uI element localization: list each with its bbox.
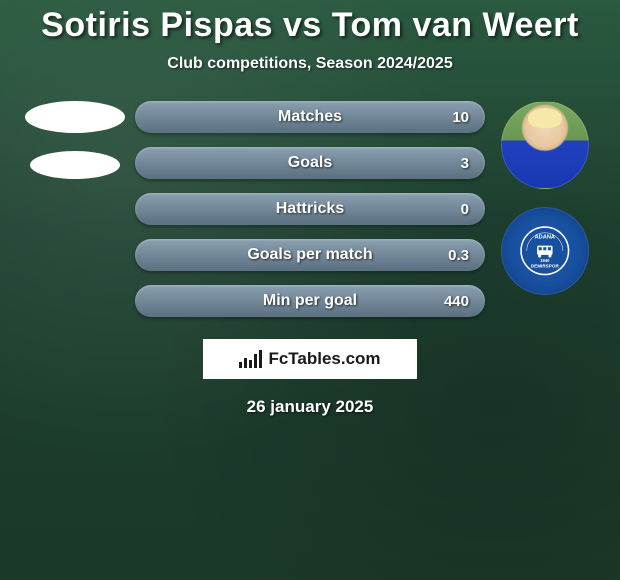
right-player-column: ADANA DEMIRSPOR 1940 [485, 101, 605, 295]
stat-label: Goals per match [247, 246, 372, 264]
stat-right-value: 0.3 [448, 247, 469, 264]
stat-bar-hattricks: Hattricks 0 [135, 193, 485, 225]
stats-bars: Matches 10 Goals 3 Hattricks 0 Goals per… [135, 101, 485, 317]
main-row: Matches 10 Goals 3 Hattricks 0 Goals per… [0, 101, 620, 317]
page-subtitle: Club competitions, Season 2024/2025 [167, 55, 452, 73]
stat-right-value: 3 [461, 155, 469, 172]
left-club-badge [30, 151, 120, 179]
page-title: Sotiris Pispas vs Tom van Weert [41, 6, 579, 45]
stat-right-value: 440 [444, 293, 469, 310]
bar-chart-icon [239, 350, 262, 368]
stat-bar-min-per-goal: Min per goal 440 [135, 285, 485, 317]
stat-bar-goals-per-match: Goals per match 0.3 [135, 239, 485, 271]
watermark-text: FcTables.com [268, 349, 380, 369]
club-badge-text-top: ADANA [535, 235, 555, 241]
right-club-badge: ADANA DEMIRSPOR 1940 [501, 207, 589, 295]
stat-label: Hattricks [276, 200, 344, 218]
left-player-avatar [25, 101, 125, 133]
watermark[interactable]: FcTables.com [203, 339, 417, 379]
date-label: 26 january 2025 [247, 397, 374, 417]
left-player-column [15, 101, 135, 179]
club-badge-year: 1940 [540, 258, 550, 263]
comparison-card: Sotiris Pispas vs Tom van Weert Club com… [0, 0, 620, 580]
stat-label: Matches [278, 108, 342, 126]
club-badge-icon: ADANA DEMIRSPOR 1940 [519, 225, 571, 277]
stat-right-value: 0 [461, 201, 469, 218]
stat-bar-goals: Goals 3 [135, 147, 485, 179]
stat-right-value: 10 [452, 109, 469, 126]
right-player-avatar [501, 101, 589, 189]
stat-label: Min per goal [263, 292, 357, 310]
club-badge-text-bottom: DEMIRSPOR [531, 264, 560, 269]
stat-bar-matches: Matches 10 [135, 101, 485, 133]
stat-label: Goals [288, 154, 332, 172]
